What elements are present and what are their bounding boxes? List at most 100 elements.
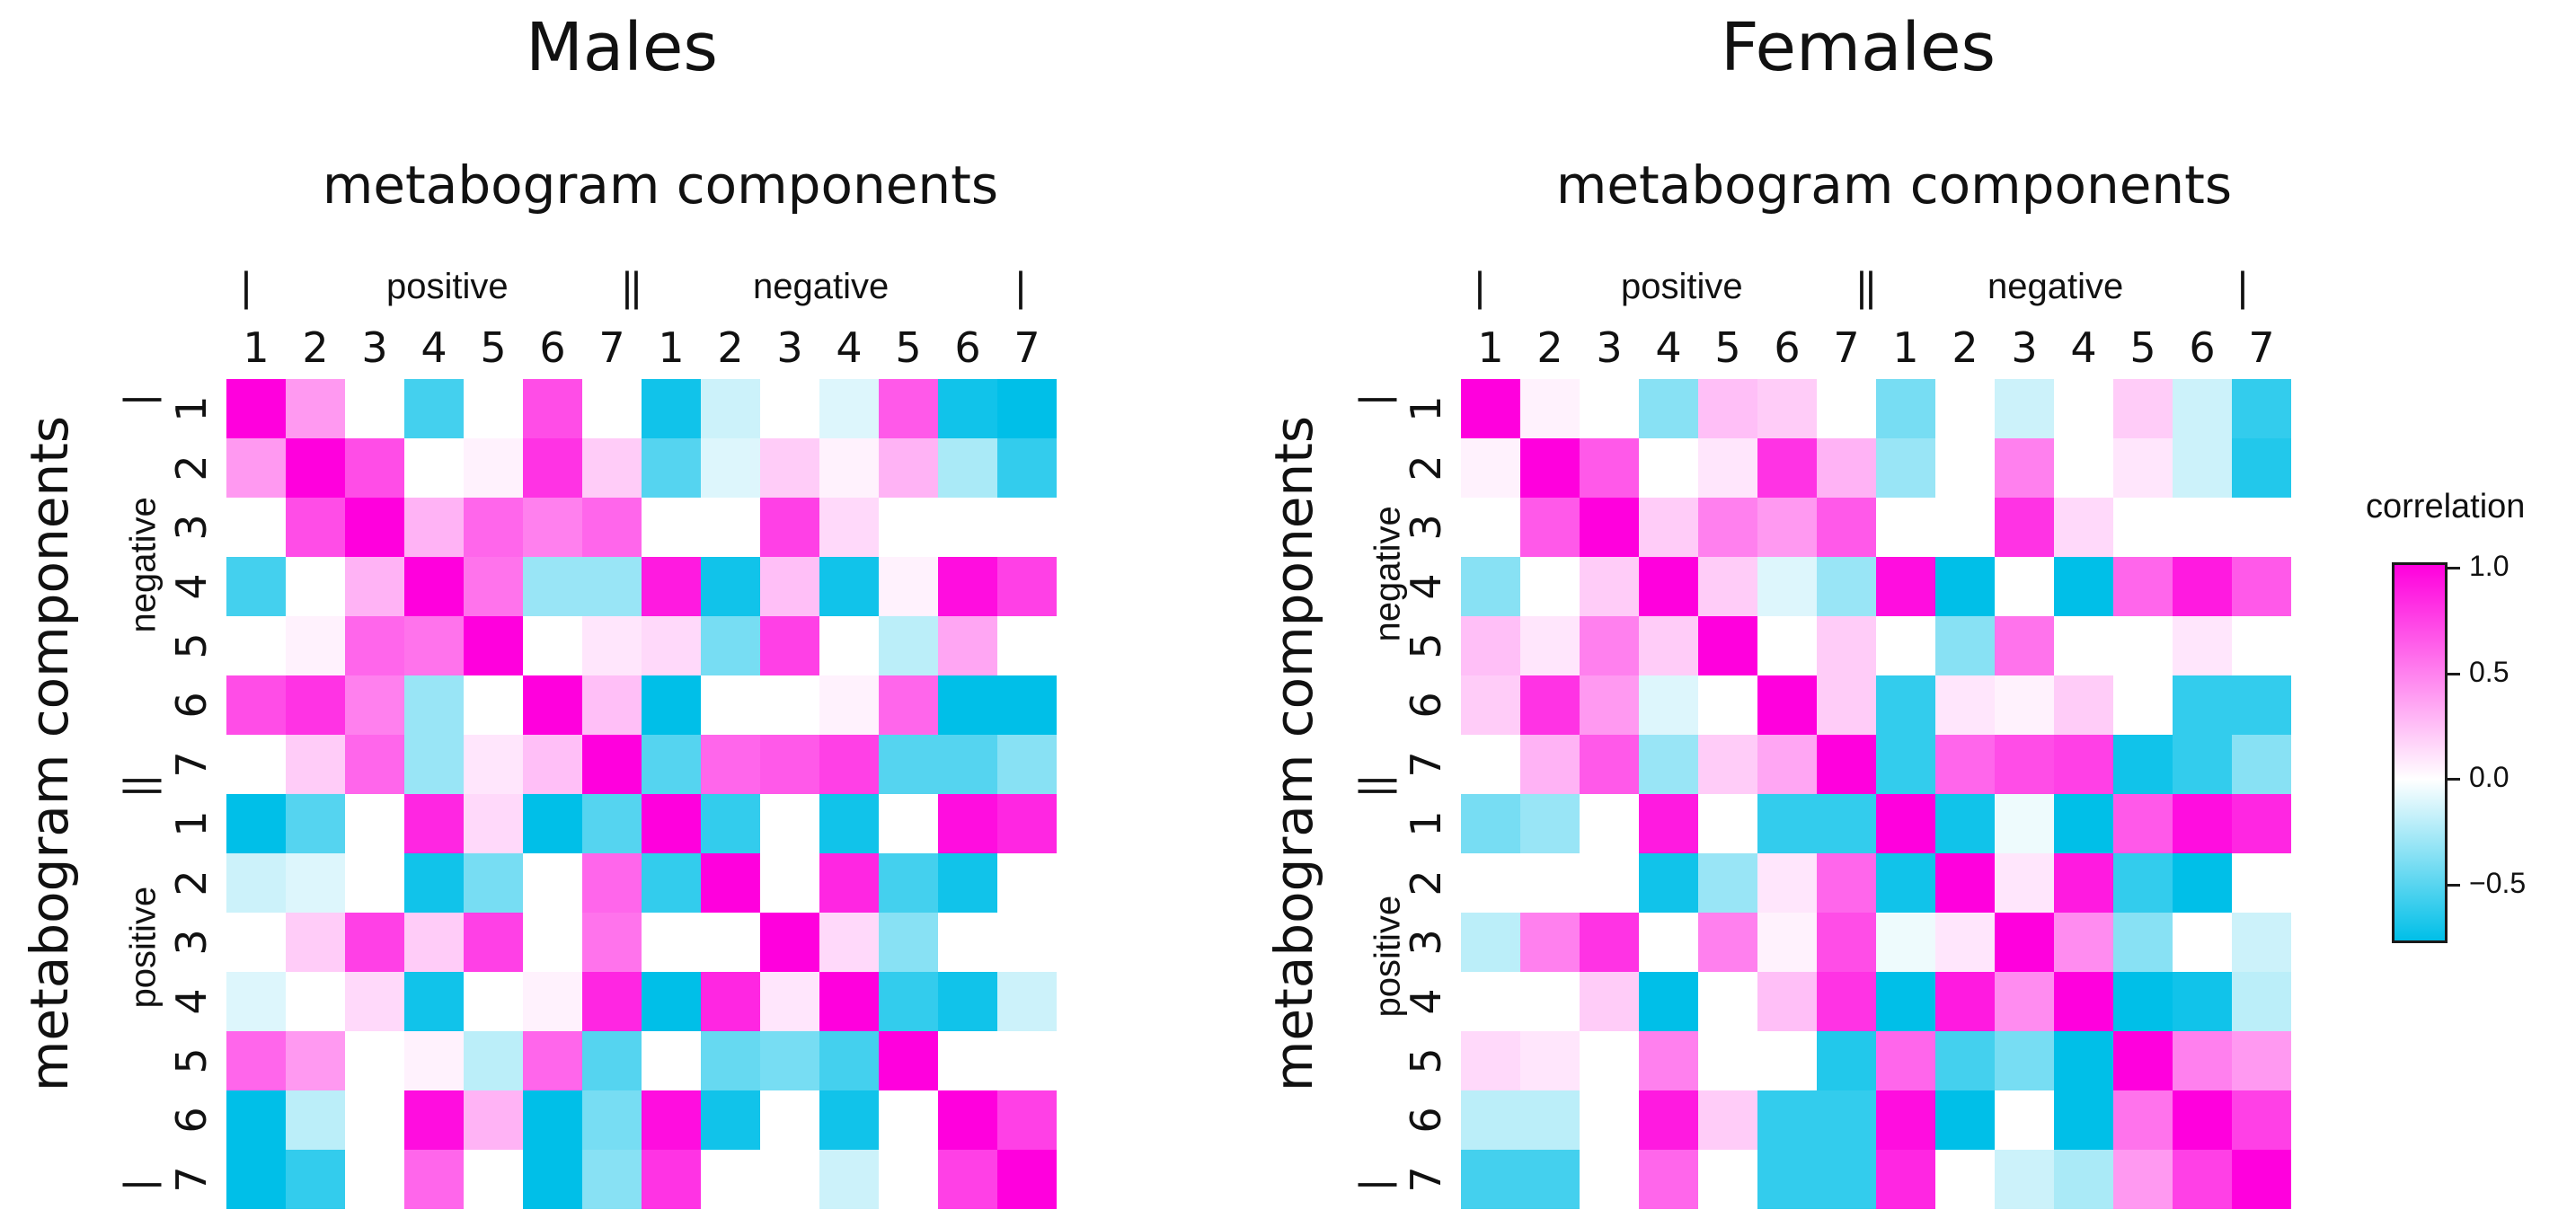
males-cell-r13-c5 — [523, 1150, 583, 1209]
females-cell-r13-c3 — [1639, 1150, 1699, 1209]
males-cell-r7-c2 — [345, 794, 405, 854]
females-cell-r4-c8 — [1935, 616, 1996, 676]
males-col-separator-start: | — [241, 263, 252, 310]
females-cell-r4-c6 — [1817, 616, 1877, 676]
males-cell-r9-c6 — [582, 913, 642, 973]
females-cell-r7-c5 — [1757, 794, 1818, 854]
females-row-tick: 5 — [1402, 632, 1450, 659]
females-cell-r5-c11 — [2113, 675, 2173, 736]
females-cell-r4-c12 — [2173, 616, 2233, 676]
females-cell-r6-c10 — [2054, 735, 2114, 795]
males-cell-r12-c3 — [404, 1090, 465, 1151]
males-cell-r0-c6 — [582, 379, 642, 439]
females-cell-r5-c6 — [1817, 675, 1877, 736]
females-cell-r7-c0 — [1461, 794, 1521, 854]
females-cell-r6-c8 — [1935, 735, 1996, 795]
males-heatmap — [226, 379, 1057, 1209]
females-col-tick: 3 — [1596, 323, 1623, 372]
females-row-tick: 2 — [1402, 455, 1450, 481]
males-cell-r7-c8 — [701, 794, 761, 854]
males-col-tick: 1 — [658, 323, 685, 372]
females-cell-r1-c0 — [1461, 438, 1521, 499]
males-cell-r5-c2 — [345, 675, 405, 736]
males-cell-r4-c4 — [464, 616, 524, 676]
males-cell-r11-c3 — [404, 1031, 465, 1091]
males-cell-r4-c3 — [404, 616, 465, 676]
females-cell-r2-c1 — [1520, 498, 1580, 558]
legend-tick-label: 0.5 — [2469, 655, 2510, 688]
females-cell-r4-c0 — [1461, 616, 1521, 676]
females-col-group-positive: positive — [1621, 267, 1743, 306]
males-col-separator-end: | — [1015, 263, 1026, 310]
females-row-tick: 5 — [1402, 1047, 1450, 1074]
females-cell-r6-c2 — [1580, 735, 1640, 795]
females-cell-r3-c11 — [2113, 557, 2173, 617]
females-cell-r6-c6 — [1817, 735, 1877, 795]
females-cell-r5-c3 — [1639, 675, 1699, 736]
females-cell-r7-c12 — [2173, 794, 2233, 854]
females-cell-r6-c4 — [1698, 735, 1758, 795]
males-cell-r0-c0 — [226, 379, 287, 439]
males-cell-r6-c3 — [404, 735, 465, 795]
females-cell-r13-c6 — [1817, 1150, 1877, 1209]
females-cell-r12-c13 — [2232, 1090, 2291, 1151]
females-cell-r2-c12 — [2173, 498, 2233, 558]
males-cell-r1-c6 — [582, 438, 642, 499]
legend-tick-label: 1.0 — [2469, 550, 2510, 582]
females-cell-r11-c13 — [2232, 1031, 2291, 1091]
males-cell-r5-c8 — [701, 675, 761, 736]
females-cell-r3-c3 — [1639, 557, 1699, 617]
males-cell-r0-c1 — [286, 379, 346, 439]
females-cell-r1-c9 — [1995, 438, 2055, 499]
females-cell-r11-c5 — [1757, 1031, 1818, 1091]
males-cell-r8-c8 — [701, 853, 761, 914]
females-cell-r1-c6 — [1817, 438, 1877, 499]
females-cell-r5-c9 — [1995, 675, 2055, 736]
males-cell-r2-c11 — [879, 498, 939, 558]
legend-tick-mark — [2448, 567, 2460, 569]
males-cell-r5-c3 — [404, 675, 465, 736]
females-cell-r10-c10 — [2054, 972, 2114, 1032]
males-col-tick: 6 — [539, 323, 566, 372]
males-cell-r7-c0 — [226, 794, 287, 854]
males-cell-r9-c5 — [523, 913, 583, 973]
females-cell-r12-c2 — [1580, 1090, 1640, 1151]
females-cell-r4-c7 — [1876, 616, 1936, 676]
females-cell-r2-c8 — [1935, 498, 1996, 558]
females-cell-r10-c5 — [1757, 972, 1818, 1032]
females-col-separator-mid: | — [1856, 263, 1867, 310]
males-row-tick: 3 — [167, 929, 216, 956]
males-cell-r6-c2 — [345, 735, 405, 795]
females-col-tick: 5 — [2129, 323, 2156, 372]
males-cell-r9-c12 — [938, 913, 998, 973]
males-cell-r8-c3 — [404, 853, 465, 914]
females-cell-r3-c9 — [1995, 557, 2055, 617]
males-cell-r13-c8 — [701, 1150, 761, 1209]
males-cell-r2-c5 — [523, 498, 583, 558]
males-cell-r4-c5 — [523, 616, 583, 676]
males-cell-r2-c0 — [226, 498, 287, 558]
females-x-axis-title: metabogram components — [1555, 154, 2233, 216]
males-cell-r0-c8 — [701, 379, 761, 439]
males-cell-r11-c2 — [345, 1031, 405, 1091]
females-cell-r6-c12 — [2173, 735, 2233, 795]
females-cell-r0-c3 — [1639, 379, 1699, 439]
males-cell-r0-c2 — [345, 379, 405, 439]
males-cell-r13-c12 — [938, 1150, 998, 1209]
males-cell-r10-c13 — [997, 972, 1057, 1032]
males-cell-r11-c8 — [701, 1031, 761, 1091]
males-cell-r11-c1 — [286, 1031, 346, 1091]
females-cell-r0-c6 — [1817, 379, 1877, 439]
females-cell-r4-c10 — [2054, 616, 2114, 676]
males-cell-r10-c8 — [701, 972, 761, 1032]
males-cell-r8-c5 — [523, 853, 583, 914]
females-col-tick: 1 — [1892, 323, 1919, 372]
females-cell-r0-c2 — [1580, 379, 1640, 439]
males-cell-r10-c9 — [760, 972, 820, 1032]
males-col-tick: 3 — [776, 323, 803, 372]
females-cell-r13-c1 — [1520, 1150, 1580, 1209]
males-row-tick: 5 — [167, 1047, 216, 1074]
males-cell-r13-c4 — [464, 1150, 524, 1209]
females-cell-r12-c10 — [2054, 1090, 2114, 1151]
females-cell-r12-c8 — [1935, 1090, 1996, 1151]
